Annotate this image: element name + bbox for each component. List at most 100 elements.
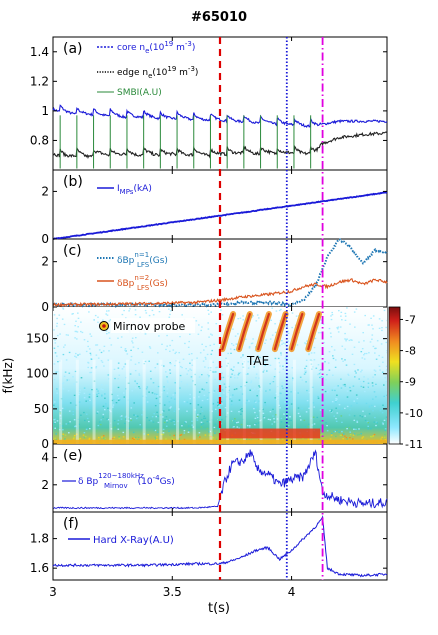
spectrogram-speckle xyxy=(102,413,105,416)
spectrogram-speckle xyxy=(335,435,337,438)
spectrogram-speckle xyxy=(101,436,103,438)
spectrogram-speckle xyxy=(172,419,174,421)
spectrogram-speckle xyxy=(227,406,229,409)
spectrogram-speckle xyxy=(182,358,185,360)
spectrogram-speckle xyxy=(217,427,219,429)
spectrogram-speckle xyxy=(335,420,338,422)
spectrogram-speckle xyxy=(229,348,232,350)
spectrogram-speckle xyxy=(344,359,346,361)
spectrogram-speckle xyxy=(169,344,171,347)
spectrogram-speckle xyxy=(123,392,125,394)
spectrogram-speckle xyxy=(356,434,359,436)
spectrogram-speckle xyxy=(88,348,91,350)
spectrogram-speckle xyxy=(168,316,171,318)
spectrogram-speckle xyxy=(334,366,337,368)
spectrogram-speckle xyxy=(375,347,377,349)
spectrogram-speckle xyxy=(178,352,180,354)
spectrogram-speckle xyxy=(53,378,56,381)
spectrogram-speckle xyxy=(280,417,283,420)
spectrogram-speckle xyxy=(197,435,200,437)
spectrogram-speckle xyxy=(363,358,366,360)
spectrogram-speckle xyxy=(229,396,232,398)
spectrogram-speckle xyxy=(360,433,362,435)
spectrogram-speckle xyxy=(235,422,238,424)
spectrogram-speckle xyxy=(287,340,290,342)
spectrogram-speckle xyxy=(139,316,141,318)
spectrogram-speckle xyxy=(347,374,350,376)
spectrogram-speckle xyxy=(54,437,56,439)
spectrogram-speckle xyxy=(196,419,199,421)
spectrogram-speckle xyxy=(163,365,165,367)
spectrogram-speckle xyxy=(287,330,289,332)
spectrogram-speckle xyxy=(379,369,381,371)
spectrogram-speckle xyxy=(213,391,215,393)
spectrogram-speckle xyxy=(169,434,171,436)
spectrogram-speckle xyxy=(66,379,68,381)
spectrogram-speckle xyxy=(353,419,356,421)
colorbar-tick-label: -10 xyxy=(405,407,423,420)
spectrogram-speckle xyxy=(194,409,197,411)
spectrogram-speckle xyxy=(60,425,62,427)
spectrogram-speckle xyxy=(319,420,322,422)
spectrogram-speckle xyxy=(249,425,251,427)
spectrogram-speckle xyxy=(306,400,309,402)
legend-hxr: Hard X-Ray(A.U) xyxy=(93,535,174,546)
spectrogram-speckle xyxy=(265,390,267,392)
spectrogram-speckle xyxy=(75,320,77,322)
spectrogram-speckle xyxy=(57,361,59,363)
spectrogram-speckle xyxy=(148,360,150,362)
spectrogram-speckle xyxy=(165,416,168,418)
colorbar-ticks: -7 -8 -9 -10 -11 xyxy=(400,313,423,451)
spectrogram-speckle xyxy=(74,425,77,427)
spectrogram-speckle xyxy=(370,317,372,319)
spectrogram-speckle xyxy=(313,359,316,361)
spectrogram-speckle xyxy=(58,429,61,431)
spectrogram-speckle xyxy=(134,314,137,316)
spectrogram-speckle xyxy=(280,352,282,354)
spectrogram-speckle xyxy=(159,396,161,398)
spectrogram-speckle xyxy=(57,334,59,337)
spectrogram-speckle xyxy=(264,361,266,363)
spectrogram-speckle xyxy=(303,419,306,421)
spectrogram-speckle xyxy=(65,334,68,336)
spectrogram-speckle xyxy=(100,360,103,362)
legend-core-ne: core ne(1019 m-3) xyxy=(117,40,195,55)
colorbar: -7 -8 -9 -10 -11 xyxy=(388,306,423,451)
spectrogram-speckle xyxy=(211,349,213,352)
spectrogram-speckle xyxy=(358,341,360,343)
spectrogram-speckle xyxy=(237,318,239,320)
spectrogram-speckle xyxy=(232,344,235,346)
spectrogram-speckle xyxy=(62,433,65,435)
spectrogram-speckle xyxy=(329,410,331,412)
spectrogram-speckle xyxy=(183,401,186,403)
spectrogram-speckle xyxy=(223,392,225,394)
spectrogram-speckle xyxy=(348,427,351,429)
spectrogram-speckle xyxy=(198,396,200,398)
spectrogram-speckle xyxy=(238,372,240,374)
spectrogram-speckle xyxy=(119,415,122,418)
spectrogram-speckle xyxy=(212,361,214,363)
spectrogram-speckle xyxy=(75,404,78,406)
spectrogram-speckle xyxy=(208,434,211,436)
spectrogram-speckle xyxy=(68,351,71,354)
spectrogram-speckle xyxy=(101,361,104,363)
spectrogram-speckle xyxy=(211,434,214,436)
series-line xyxy=(52,278,388,308)
spectrogram-speckle xyxy=(346,405,349,408)
spectrogram-speckle xyxy=(71,313,73,315)
spectrogram-speckle xyxy=(102,319,104,321)
spectrogram-speckle xyxy=(140,438,142,440)
spectrogram-speckle xyxy=(235,388,238,390)
spectrogram-speckle xyxy=(106,314,109,316)
spectrogram-speckle xyxy=(327,362,330,364)
spectrogram-speckle xyxy=(348,339,351,342)
spectrogram-speckle xyxy=(206,427,209,430)
spectrogram-speckle xyxy=(119,399,121,401)
spectrogram-speckle xyxy=(335,407,337,409)
series-line xyxy=(53,191,388,240)
spectrogram-speckle xyxy=(144,333,147,335)
spectrogram-speckle xyxy=(221,314,224,316)
spectrogram-speckle xyxy=(63,346,65,348)
spectrogram-speckle xyxy=(233,366,235,368)
tae-chirp-core xyxy=(307,312,321,351)
